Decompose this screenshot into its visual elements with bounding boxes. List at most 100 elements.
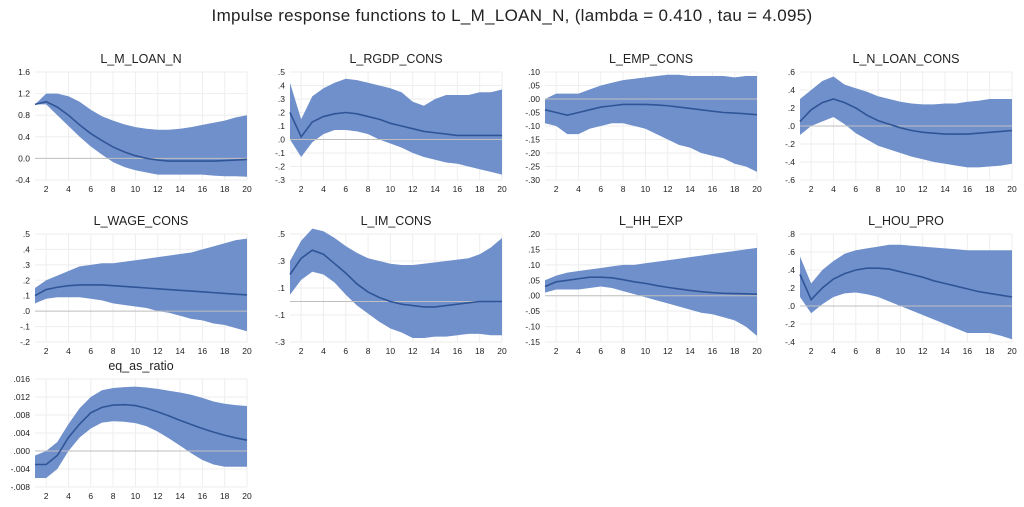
x-tick-label: 10 (641, 184, 651, 194)
x-tick-label: 20 (497, 184, 507, 194)
y-tick-label: -.2 (275, 162, 285, 172)
x-tick-label: 16 (198, 346, 208, 356)
y-tick-label: .10 (528, 67, 540, 77)
x-tick-label: 10 (386, 346, 396, 356)
panel-0: L_M_LOAN_N -0.4 0.0 0.4 0.8 1.2 1.6 2 4 6 8 10 12 14 1… (15, 52, 252, 194)
x-tick-label: 6 (88, 346, 93, 356)
y-tick-label: .1 (278, 283, 285, 293)
x-tick-label: 20 (242, 491, 252, 501)
y-tick-label: 0.8 (18, 110, 30, 120)
confidence-band (290, 78, 502, 175)
x-tick-label: 12 (918, 184, 928, 194)
x-tick-label: 18 (730, 184, 740, 194)
panel-title: L_HH_EXP (619, 214, 683, 228)
y-tick-label: .012 (13, 392, 30, 402)
x-tick-label: 16 (963, 184, 973, 194)
x-tick-label: 14 (430, 184, 440, 194)
confidence-band (35, 238, 247, 332)
confidence-band (545, 74, 757, 172)
panel-title: L_IM_CONS (360, 214, 432, 228)
y-tick-label: .6 (788, 247, 795, 257)
x-tick-label: 6 (853, 184, 858, 194)
plot-area: -.3 -.2 -.1 .0 .1 .2 .3 .4 .5 2 4 6 8 10 12 14 16 18 20 (275, 67, 507, 194)
x-tick-label: 10 (131, 184, 141, 194)
x-tick-label: 6 (343, 184, 348, 194)
x-tick-label: 14 (685, 184, 695, 194)
x-tick-label: 8 (366, 184, 371, 194)
x-tick-label: 16 (708, 346, 718, 356)
x-tick-label: 4 (831, 184, 836, 194)
x-tick-label: 20 (1007, 346, 1017, 356)
x-tick-label: 8 (876, 184, 881, 194)
x-tick-label: 20 (242, 346, 252, 356)
x-tick-label: 10 (896, 346, 906, 356)
x-tick-label: 14 (940, 184, 950, 194)
median-line (799, 98, 1013, 135)
x-tick-label: 6 (853, 346, 858, 356)
panel-2: L_EMP_CONS -.30 -.25 -.20 -.15 -.10 -.05 .00 .05… (525, 52, 762, 194)
y-tick-label: -.30 (525, 175, 540, 185)
x-tick-label: 10 (131, 346, 141, 356)
panel-title: eq_as_ratio (108, 359, 174, 373)
y-tick-label: .15 (528, 244, 540, 254)
y-tick-label: 1.6 (18, 67, 30, 77)
y-tick-label: .2 (788, 103, 795, 113)
x-tick-label: 12 (918, 346, 928, 356)
panel-title: L_EMP_CONS (608, 52, 694, 66)
y-tick-label: .5 (278, 229, 285, 239)
y-tick-label: .008 (13, 410, 30, 420)
y-tick-label: .00 (528, 94, 540, 104)
x-tick-label: 16 (963, 346, 973, 356)
panel-title: L_RGDP_CONS (349, 52, 443, 66)
x-tick-label: 4 (321, 346, 326, 356)
y-tick-label: -0.4 (15, 175, 30, 185)
x-tick-label: 8 (621, 184, 626, 194)
median-line (34, 284, 248, 297)
y-tick-label: -.10 (525, 121, 540, 131)
x-tick-label: 14 (685, 346, 695, 356)
y-tick-label: .3 (278, 94, 285, 104)
x-tick-label: 12 (153, 184, 163, 194)
x-tick-label: 16 (198, 491, 208, 501)
plot-area: -.3 -.1 .1 .3 .5 2 4 6 8 10 12 14 16 18 20 (275, 228, 507, 356)
x-tick-label: 12 (663, 346, 673, 356)
panel-title: L_HOU_PRO (868, 214, 944, 228)
x-tick-label: 18 (475, 184, 485, 194)
y-tick-label: .00 (528, 291, 540, 301)
y-tick-label: .5 (23, 229, 30, 239)
panel-title: L_WAGE_CONS (93, 214, 189, 228)
chart-title: Impulse response functions to L_M_LOAN_N… (211, 6, 813, 25)
x-tick-label: 14 (430, 346, 440, 356)
y-tick-label: .3 (278, 256, 285, 266)
confidence-band (35, 93, 247, 177)
median-line (289, 111, 502, 139)
y-tick-label: -.15 (525, 337, 540, 347)
confidence-band (545, 247, 757, 336)
y-tick-label: -.25 (525, 162, 540, 172)
y-tick-label: .016 (13, 374, 30, 384)
x-tick-label: 18 (985, 346, 995, 356)
y-tick-label: .20 (528, 229, 540, 239)
plot-area: -.008 -.004 .000 .004 .008 .012 .016 2 4 6 8 10 12 14… (11, 374, 252, 501)
x-tick-label: 20 (242, 184, 252, 194)
x-tick-label: 12 (153, 346, 163, 356)
y-tick-label: .10 (528, 260, 540, 270)
y-tick-label: .0 (23, 306, 30, 316)
y-tick-label: .2 (23, 275, 30, 285)
x-tick-label: 14 (175, 491, 185, 501)
y-tick-label: -.10 (525, 322, 540, 332)
y-tick-label: 1.2 (18, 89, 30, 99)
y-tick-label: -.4 (785, 157, 795, 167)
x-tick-label: 8 (111, 184, 116, 194)
x-tick-label: 20 (497, 346, 507, 356)
y-tick-label: .6 (788, 67, 795, 77)
x-tick-label: 2 (44, 491, 49, 501)
y-tick-label: -.6 (785, 175, 795, 185)
x-tick-label: 8 (876, 346, 881, 356)
y-tick-label: .1 (278, 121, 285, 131)
x-tick-label: 18 (220, 491, 230, 501)
x-tick-label: 12 (153, 491, 163, 501)
y-tick-label: .05 (528, 275, 540, 285)
x-tick-label: 6 (343, 346, 348, 356)
y-tick-label: .2 (788, 283, 795, 293)
